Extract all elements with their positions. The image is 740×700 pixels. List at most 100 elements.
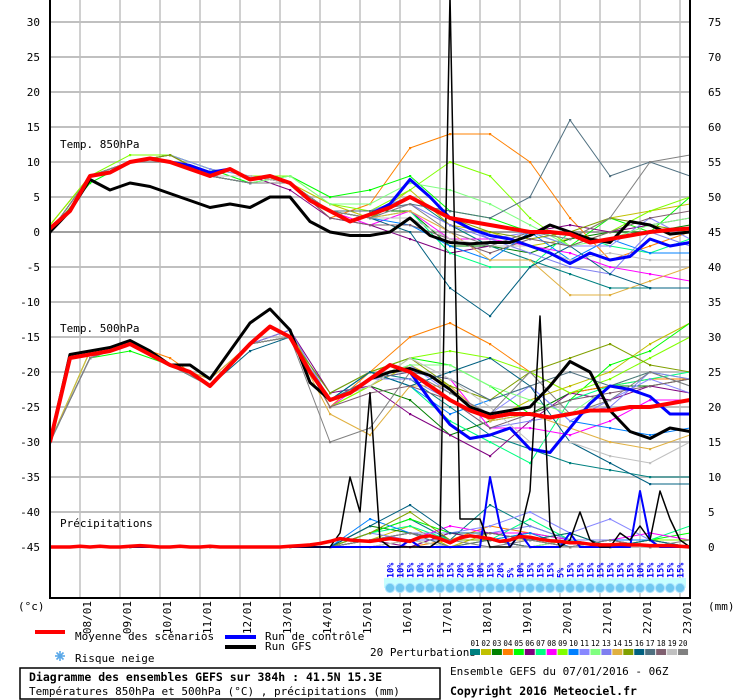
perturbation-15-precip-point: [369, 532, 372, 535]
perturbation-16-t500-point: [489, 357, 492, 360]
perturbation-20-t850-point: [609, 217, 612, 220]
perturbation-17-t850-point: [369, 210, 372, 213]
left-tick-label: 20: [27, 86, 40, 99]
x-tick-label: 16/01: [401, 601, 414, 634]
copyright: Copyright 2016 Meteociel.fr: [450, 684, 637, 698]
perturbation-09-t500-point: [609, 378, 612, 381]
left-tick-label: -5: [27, 261, 40, 274]
left-tick-label: -35: [20, 471, 40, 484]
right-tick-label: 55: [708, 156, 721, 169]
x-tick-label: 13/01: [281, 601, 294, 634]
perturbation-04-t850-point: [649, 245, 652, 248]
perturbation-09-t850-point: [449, 161, 452, 164]
x-tick-label: 14/01: [321, 601, 334, 634]
perturbation-20-t850-point: [569, 238, 572, 241]
perturbation-14-t850-point: [569, 294, 572, 297]
snowflake-icon: [534, 582, 546, 594]
perturbation-11-swatch: [579, 649, 590, 655]
perturbation-18-t850-point: [329, 217, 332, 220]
perturbation-19-t850-point: [249, 175, 252, 178]
perturbation-12-t850-point: [369, 203, 372, 206]
perturbation-07-t850-point: [449, 252, 452, 255]
snow-risk-label: 20%: [457, 562, 467, 578]
right-tick-label: 10: [708, 471, 721, 484]
perturbation-19-t850-point: [569, 259, 572, 262]
perturbation-16-t850-point: [489, 315, 492, 318]
snow-risk-label: 15%: [677, 562, 687, 578]
perturbation-14-t500-point: [369, 434, 372, 437]
perturbation-09-t850-point: [129, 154, 132, 157]
left-tick-label: -40: [20, 506, 40, 519]
snowflake-icon: [644, 582, 656, 594]
snow-risk-label: 15%: [577, 562, 587, 578]
panel-label-t850: Temp. 850hPa: [60, 138, 139, 151]
right-tick-label: 35: [708, 296, 721, 309]
perturbation-03-legend-label: 03: [492, 639, 501, 648]
perturbation-16-t850-point: [529, 266, 532, 269]
perturbation-09-t850-point: [529, 217, 532, 220]
x-tick-label: 20/01: [561, 601, 574, 634]
perturbation-19-t500-point: [649, 462, 652, 465]
perturbation-06-t500-point: [449, 434, 452, 437]
snow-risk-label: 15%: [537, 562, 547, 578]
left-tick-label: -45: [20, 541, 40, 554]
perturbation-17-t500-point: [489, 399, 492, 402]
perturbation-12-t850-point: [329, 203, 332, 206]
snow-risk-label: 15%: [587, 562, 597, 578]
perturbation-10-precip-point: [369, 518, 372, 521]
perturbation-05-t850-point: [89, 182, 92, 185]
perturbation-19-legend-label: 19: [668, 639, 677, 648]
perturbation-09-legend-label: 09: [558, 639, 567, 648]
perturbation-10-t500-point: [649, 434, 652, 437]
snow-risk-label: 15%: [527, 562, 537, 578]
perturbation-12-t850-point: [409, 182, 412, 185]
perturbation-18-t500-point: [409, 385, 412, 388]
right-tick-label: 30: [708, 331, 721, 344]
perturbation-12-swatch: [590, 649, 601, 655]
perturbation-15-t500-point: [449, 385, 452, 388]
snow-risk-label: 15%: [567, 562, 577, 578]
snowflake-icon: [464, 582, 476, 594]
snow-risk-label: 15%: [547, 562, 557, 578]
mean-precip-line: [50, 534, 690, 549]
perturbation-12-legend-label: 12: [591, 639, 600, 648]
x-tick-label: 15/01: [361, 601, 374, 634]
perturbation-07-t500-point: [449, 420, 452, 423]
perturbation-01-t500-point: [609, 469, 612, 472]
perturbation-02-t500-point: [609, 371, 612, 374]
perturbation-19-t500-point: [609, 455, 612, 458]
perturbation-19-t850-point: [649, 259, 652, 262]
legend-gfs-label: Run GFS: [265, 640, 311, 653]
panel-label-precip: Précipitations: [60, 517, 153, 530]
perturbation-08-swatch: [546, 649, 557, 655]
perturbation-20-t850-point: [249, 182, 252, 185]
perturbation-18-t850-point: [409, 224, 412, 227]
legend-mean-label: Moyenne des scénarios: [75, 630, 214, 643]
snowflake-icon: [394, 582, 406, 594]
snowflake-icon: [554, 582, 566, 594]
perturbation-08-precip-point: [449, 525, 452, 528]
x-tick-label: 08/01: [81, 601, 94, 634]
snow-risk-label: 15%: [407, 562, 417, 578]
right-tick-label: 15: [708, 436, 721, 449]
perturbation-20-t500-point: [329, 441, 332, 444]
perturbation-09-t500-point: [569, 392, 572, 395]
perturbation-15-t500-point: [329, 392, 332, 395]
left-unit-label: (°c): [18, 600, 45, 613]
right-tick-label: 75: [708, 16, 721, 29]
perturbation-18-t850-point: [569, 245, 572, 248]
perturbation-18-t500-point: [489, 427, 492, 430]
left-tick-label: -20: [20, 366, 40, 379]
snowflake-icon: [614, 582, 626, 594]
title-box: [19, 667, 441, 700]
grid: [50, 0, 690, 598]
perturbation-04-t500-point: [489, 343, 492, 346]
snow-risk-label: 15%: [487, 562, 497, 578]
perturbation-05-precip-point: [409, 518, 412, 521]
control-t500-line: [50, 325, 690, 454]
perturbation-02-legend-label: 02: [481, 639, 490, 648]
perturbation-20-t850-point: [449, 231, 452, 234]
perturbation-03-t500-point: [409, 399, 412, 402]
snow-risk-label: 15%: [667, 562, 677, 578]
chart-title: Diagramme des ensembles GEFS sur 384h : …: [29, 670, 382, 684]
